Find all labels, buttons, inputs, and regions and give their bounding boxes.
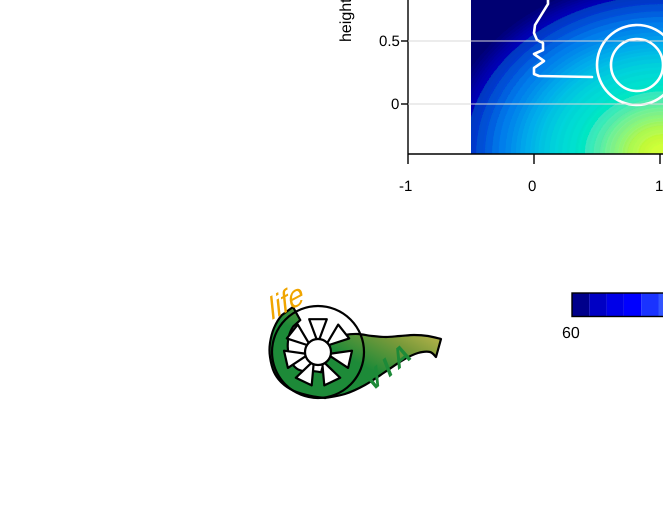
- svg-text:life: life: [265, 276, 308, 326]
